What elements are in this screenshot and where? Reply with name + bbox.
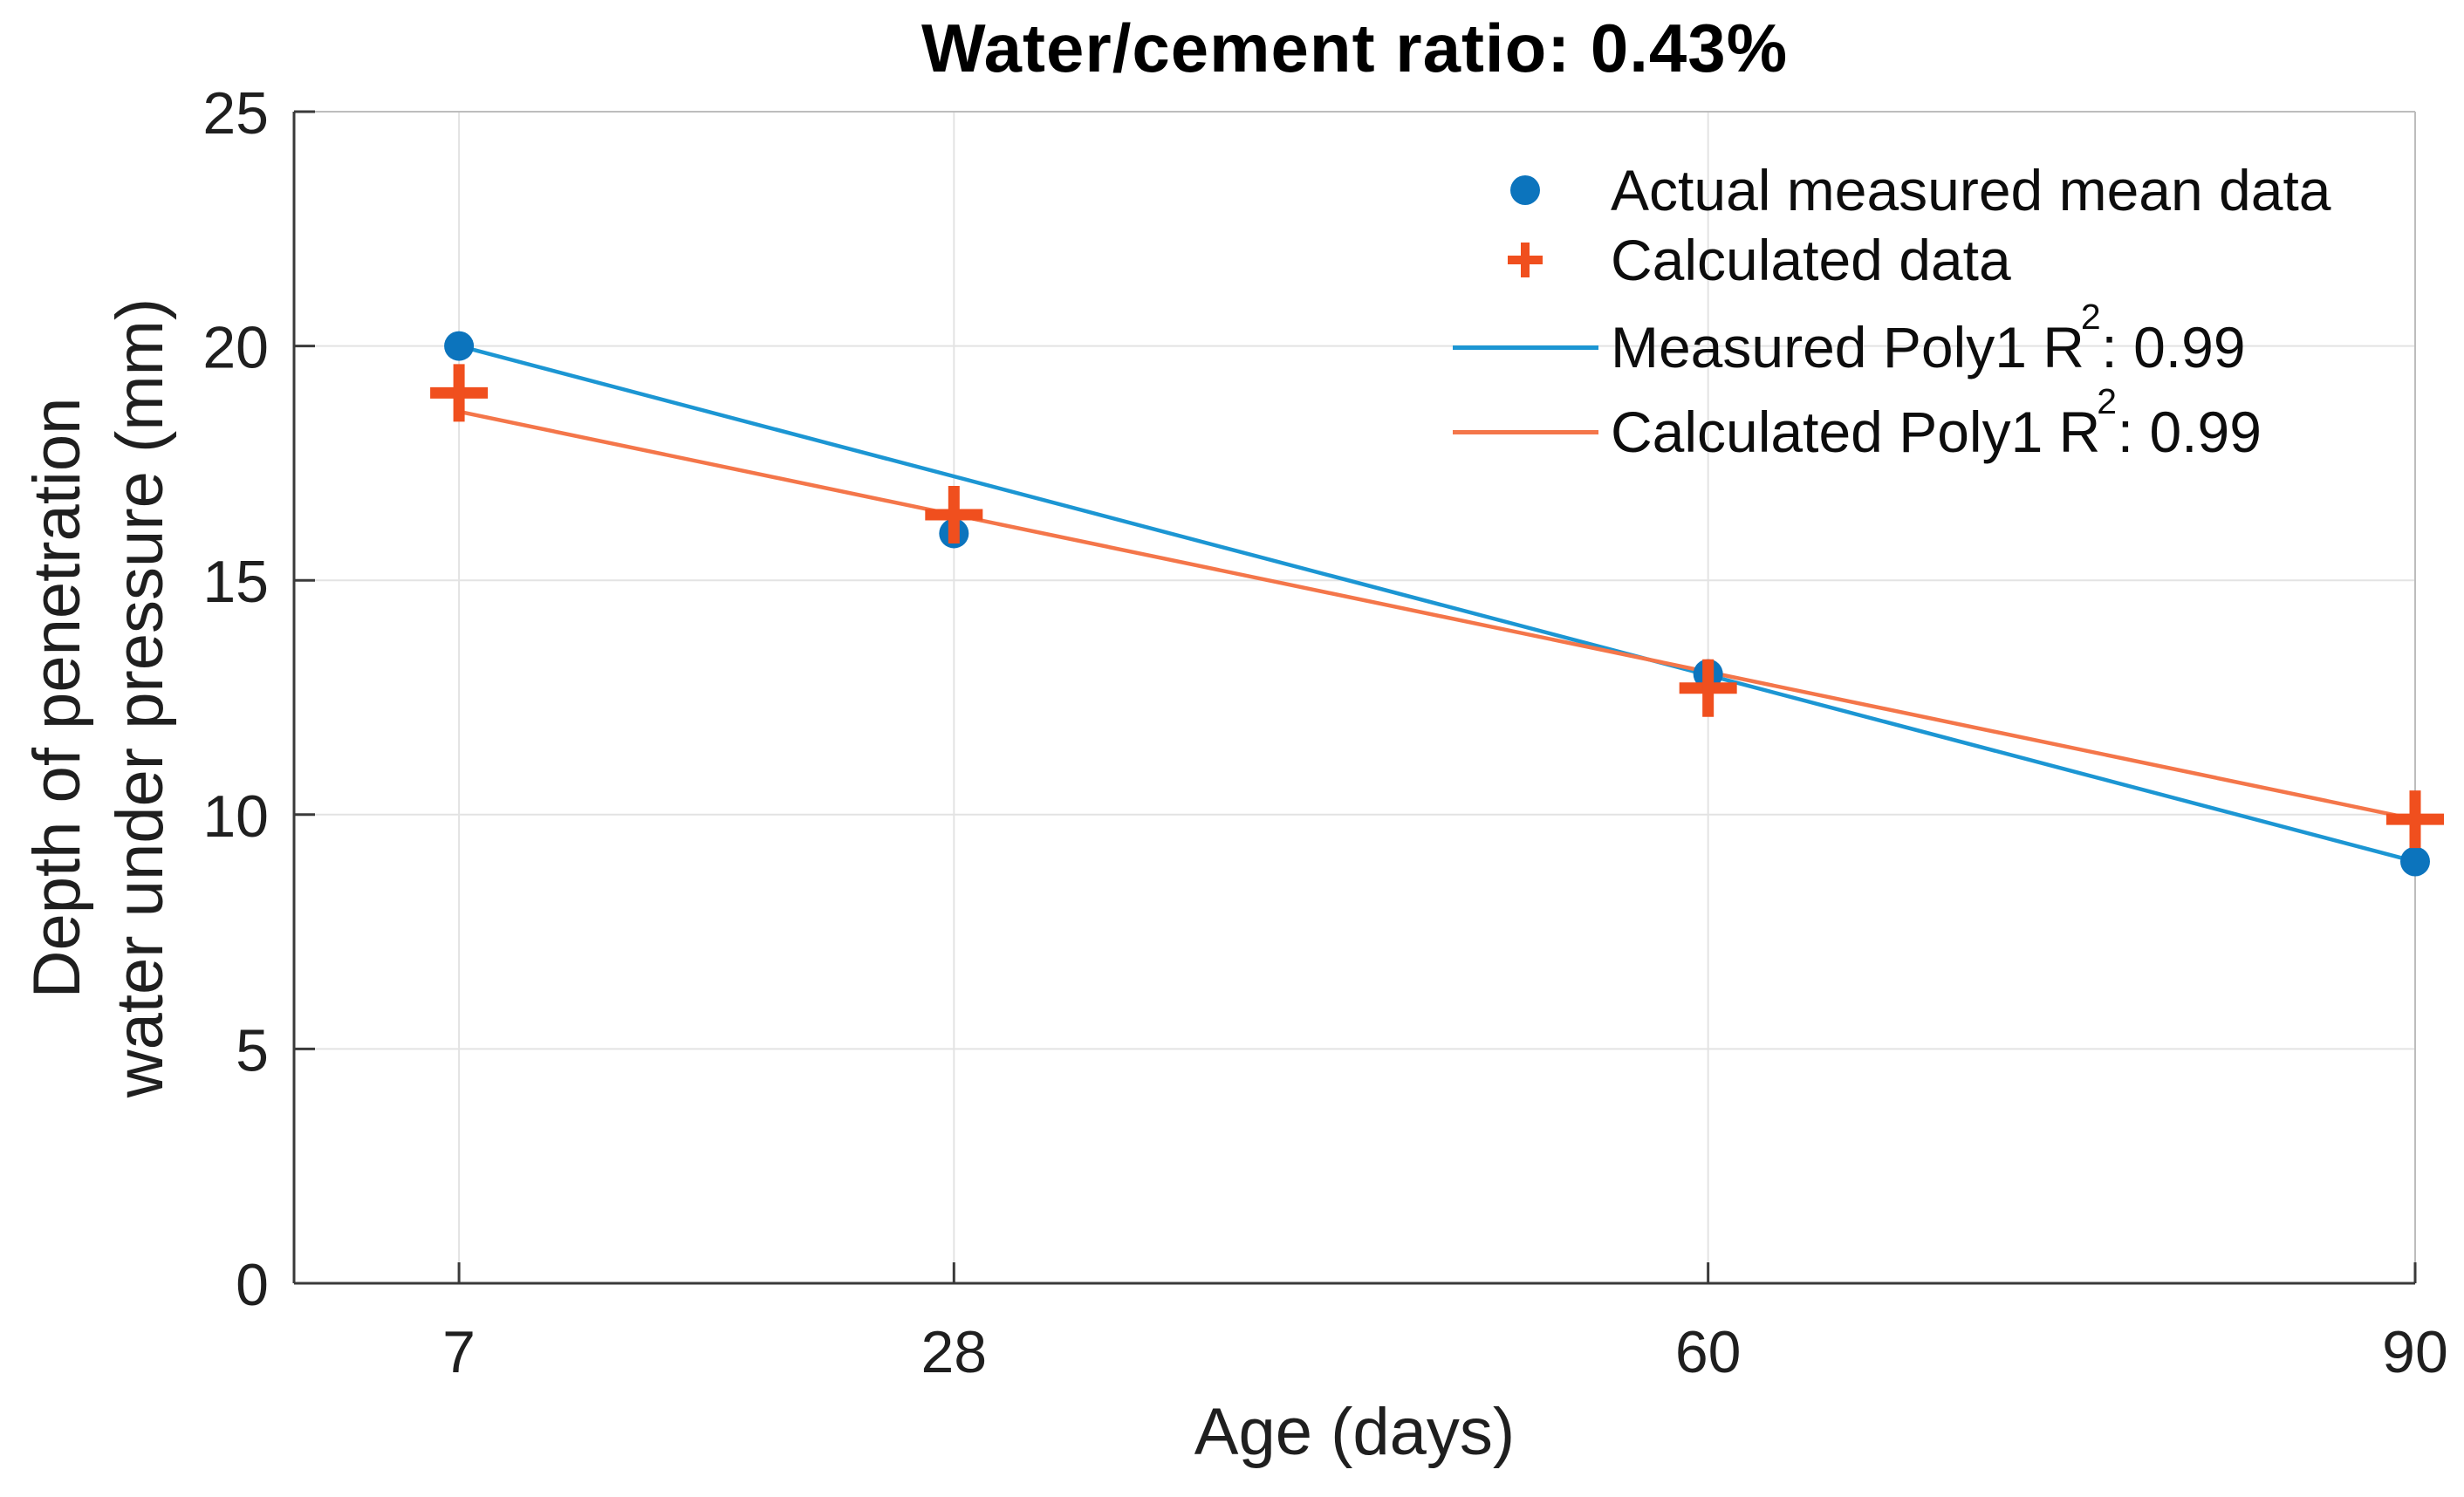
legend-item-label: Calculated Poly1 R2: 0.99 <box>1611 381 2262 465</box>
y-axis-label-line2: water under pressure (mm) <box>103 297 177 1098</box>
y-tick-label: 15 <box>202 549 269 615</box>
legend-label-superscript: 2 <box>2097 380 2117 421</box>
y-tick-label: 10 <box>202 783 269 850</box>
chart-title: Water/cement ratio: 0.43% <box>921 10 1789 86</box>
legend-item-label: Measured Poly1 R2: 0.99 <box>1611 297 2246 380</box>
legend-item-label: Actual measured mean data <box>1611 158 2331 222</box>
fit-line <box>458 344 2416 864</box>
legend-dot-icon <box>1510 175 1540 205</box>
legend-marker-cell <box>1440 345 1611 350</box>
x-axis-label: Age (days) <box>1194 1395 1516 1469</box>
x-tick-label: 28 <box>921 1319 987 1385</box>
legend-item: Calculated Poly1 R2: 0.99 <box>1440 381 2262 468</box>
legend-item: Actual measured mean data <box>1440 154 2331 227</box>
y-tick-label: 0 <box>236 1252 269 1318</box>
fit-line <box>458 409 2416 822</box>
y-tick-label: 25 <box>202 80 269 147</box>
x-tick-label: 60 <box>1675 1319 1742 1385</box>
legend-label-suffix: : 0.99 <box>2101 315 2246 379</box>
x-tick-label: 7 <box>442 1319 476 1385</box>
legend-label-suffix: : 0.99 <box>2117 400 2262 464</box>
legend-item-label: Calculated data <box>1611 228 2011 292</box>
measured-data-point <box>2400 846 2430 877</box>
legend-plus-icon <box>1508 243 1543 277</box>
legend-marker-cell <box>1440 175 1611 205</box>
legend-marker-cell <box>1440 429 1611 434</box>
legend-marker-cell <box>1440 240 1611 280</box>
y-axis-label-line1: Depth of penetration <box>20 397 94 999</box>
legend-item: Calculated data <box>1440 223 2011 297</box>
x-tick-label: 90 <box>2382 1319 2448 1385</box>
legend-label-superscript: 2 <box>2080 296 2101 337</box>
legend-line-icon <box>1452 345 1598 350</box>
legend-line-icon <box>1452 429 1598 434</box>
y-tick-label: 5 <box>236 1017 269 1083</box>
legend-label-prefix: Measured Poly1 R <box>1611 315 2084 379</box>
y-tick-label: 20 <box>202 315 269 381</box>
y-axis-label-text: Depth of penetration water under pressur… <box>16 298 181 1098</box>
legend-label-prefix: Calculated Poly1 R <box>1611 400 2101 464</box>
measured-data-point <box>444 331 475 361</box>
legend-item: Measured Poly1 R2: 0.99 <box>1440 297 2246 384</box>
